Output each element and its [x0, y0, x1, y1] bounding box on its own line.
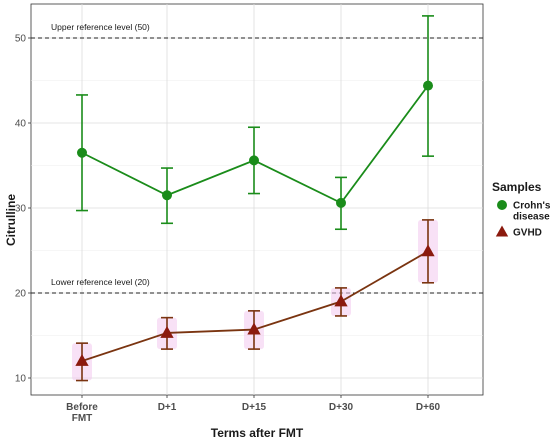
data-point: [336, 197, 346, 208]
y-tick-label: 20: [15, 289, 27, 300]
reference-line-label: Lower reference level (20): [51, 277, 150, 287]
x-tick-label: D+1: [158, 402, 177, 413]
y-axis-title: Citrulline: [4, 194, 18, 246]
y-tick-label: 40: [15, 119, 27, 130]
x-tick-label: D+30: [329, 402, 354, 413]
legend-circle-icon: [497, 200, 507, 210]
x-axis-title: Terms after FMT: [211, 426, 304, 440]
legend-label: Crohn's disease: [513, 201, 550, 223]
y-tick-label: 30: [15, 204, 27, 215]
y-tick-label: 50: [15, 34, 27, 45]
data-point: [421, 244, 435, 257]
x-tick-label: D+60: [416, 402, 441, 413]
reference-line-label: Upper reference level (50): [51, 22, 150, 32]
data-point: [162, 190, 172, 201]
y-tick-label: 10: [15, 374, 27, 385]
legend-label: GVHD: [513, 228, 542, 239]
data-point: [247, 322, 261, 335]
x-axis: Before FMT D+1 D+15 D+30 D+60: [66, 395, 441, 424]
legend-title: Samples: [492, 180, 542, 194]
data-point: [249, 155, 259, 166]
data-point: [334, 294, 348, 307]
y-axis: 10 20 30 40 50: [15, 34, 31, 385]
legend-triangle-icon: [495, 225, 509, 237]
data-point: [75, 354, 89, 366]
x-tick-label: D+15: [242, 402, 267, 413]
data-point: [77, 147, 87, 158]
series-0: [76, 15, 434, 231]
series-1: [72, 219, 438, 382]
series-layer: [72, 15, 438, 382]
data-point: [423, 80, 433, 91]
reference-lines: Upper reference level (50) Lower referenc…: [31, 22, 483, 294]
data-point: [160, 325, 174, 338]
x-tick-label: Before FMT: [66, 402, 98, 424]
legend: Samples Crohn's disease GVHD: [492, 180, 550, 239]
